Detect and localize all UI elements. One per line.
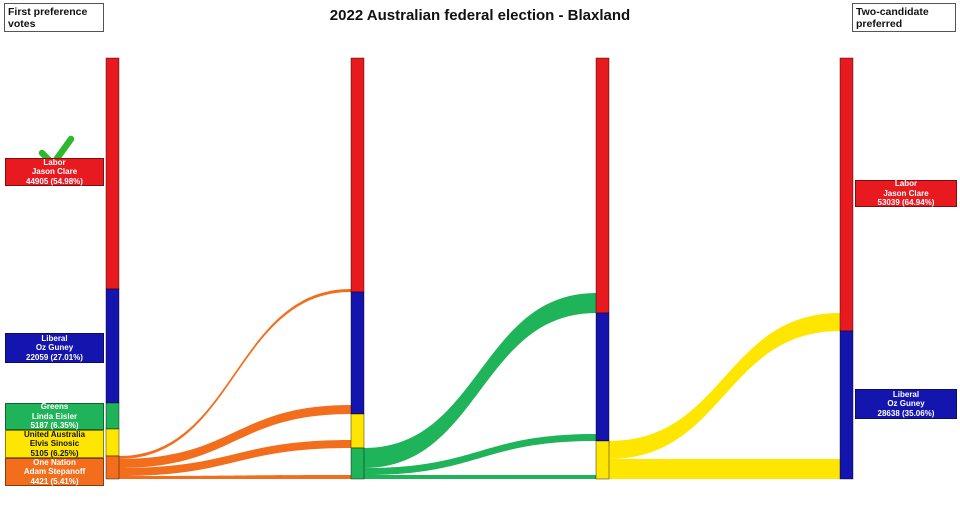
party-name: United Australia [23,429,86,439]
votes-line: 4421 (5.41%) [30,476,79,486]
flow-uap-to-labor [609,313,840,459]
candidate-name: Oz Guney [35,343,74,353]
node-col2-united-australia [350,413,365,449]
two-candidate-preferred-header-box: Two-candidate preferred [852,3,956,32]
node-col4-liberal [839,330,854,480]
candidate-name: Jason Clare [883,188,929,198]
preference-flows-layer [119,289,840,479]
flow-greens-to-uap [364,475,596,479]
votes-line: 5105 (6.25%) [30,448,79,458]
flow-one-nation-to-liberal [119,405,351,468]
party-name: Liberal [892,389,920,399]
flow-greens-to-labor [364,293,596,468]
two-candidate-preferred-header-label: Two-candidate preferred [856,6,929,30]
node-col3-liberal [595,312,610,442]
label-first-pref-labor: Labor Jason Clare 44905 (54.98%) [5,158,104,186]
node-col4-labor [839,57,854,332]
votes-line: 44905 (54.98%) [26,176,83,186]
flow-uap-to-liberal [609,459,840,479]
node-col1-one-nation [105,455,120,480]
party-name: Labor [43,157,66,167]
node-col1-labor [105,57,120,290]
votes-line: 5187 (6.35%) [30,421,79,431]
node-col2-greens [350,447,365,480]
flow-one-nation-to-greens [119,475,351,479]
candidate-name: Jason Clare [31,167,78,177]
page-title: 2022 Australian federal election - Blaxl… [329,7,631,24]
node-col1-united-australia [105,428,120,457]
flow-greens-to-liberal [364,434,596,475]
candidate-name: Oz Guney [887,399,925,409]
node-col1-liberal [105,288,120,404]
node-col3-labor [595,57,610,314]
node-col3-united-australia [595,440,610,480]
label-first-pref-united-australia: United Australia Elvis Sinosic 5105 (6.2… [5,430,104,458]
party-name: Greens [40,402,69,412]
votes-line: 28638 (35.06%) [877,408,935,418]
label-tcp-labor: Labor Jason Clare 53039 (64.94%) [855,179,957,208]
label-tcp-liberal: Liberal Oz Guney 28638 (35.06%) [855,389,957,419]
first-preference-header-box: First preference votes [4,3,104,32]
first-preference-header-label: First preference votes [8,6,88,30]
votes-line: 22059 (27.01%) [26,352,83,362]
candidate-name: Elvis Sinosic [29,439,80,449]
flow-one-nation-to-uap [119,440,351,476]
node-col1-greens [105,402,120,430]
candidate-name: Linda Eisler [31,411,78,421]
party-name: Labor [894,179,918,189]
label-first-pref-liberal: Liberal Oz Guney 22059 (27.01%) [5,333,104,363]
votes-line: 53039 (64.94%) [877,198,935,208]
count-columns-layer [105,57,854,480]
candidate-name: Adam Stepanoff [23,467,86,477]
label-first-pref-greens: Greens Linda Eisler 5187 (6.35%) [5,402,104,431]
label-first-pref-one-nation: One Nation Adam Stepanoff 4421 (5.41%) [5,458,104,486]
node-col2-liberal [350,291,365,415]
party-name: One Nation [33,457,76,467]
party-name: Liberal [41,333,68,343]
flow-one-nation-to-labor [119,289,351,459]
node-col2-labor [350,57,365,293]
